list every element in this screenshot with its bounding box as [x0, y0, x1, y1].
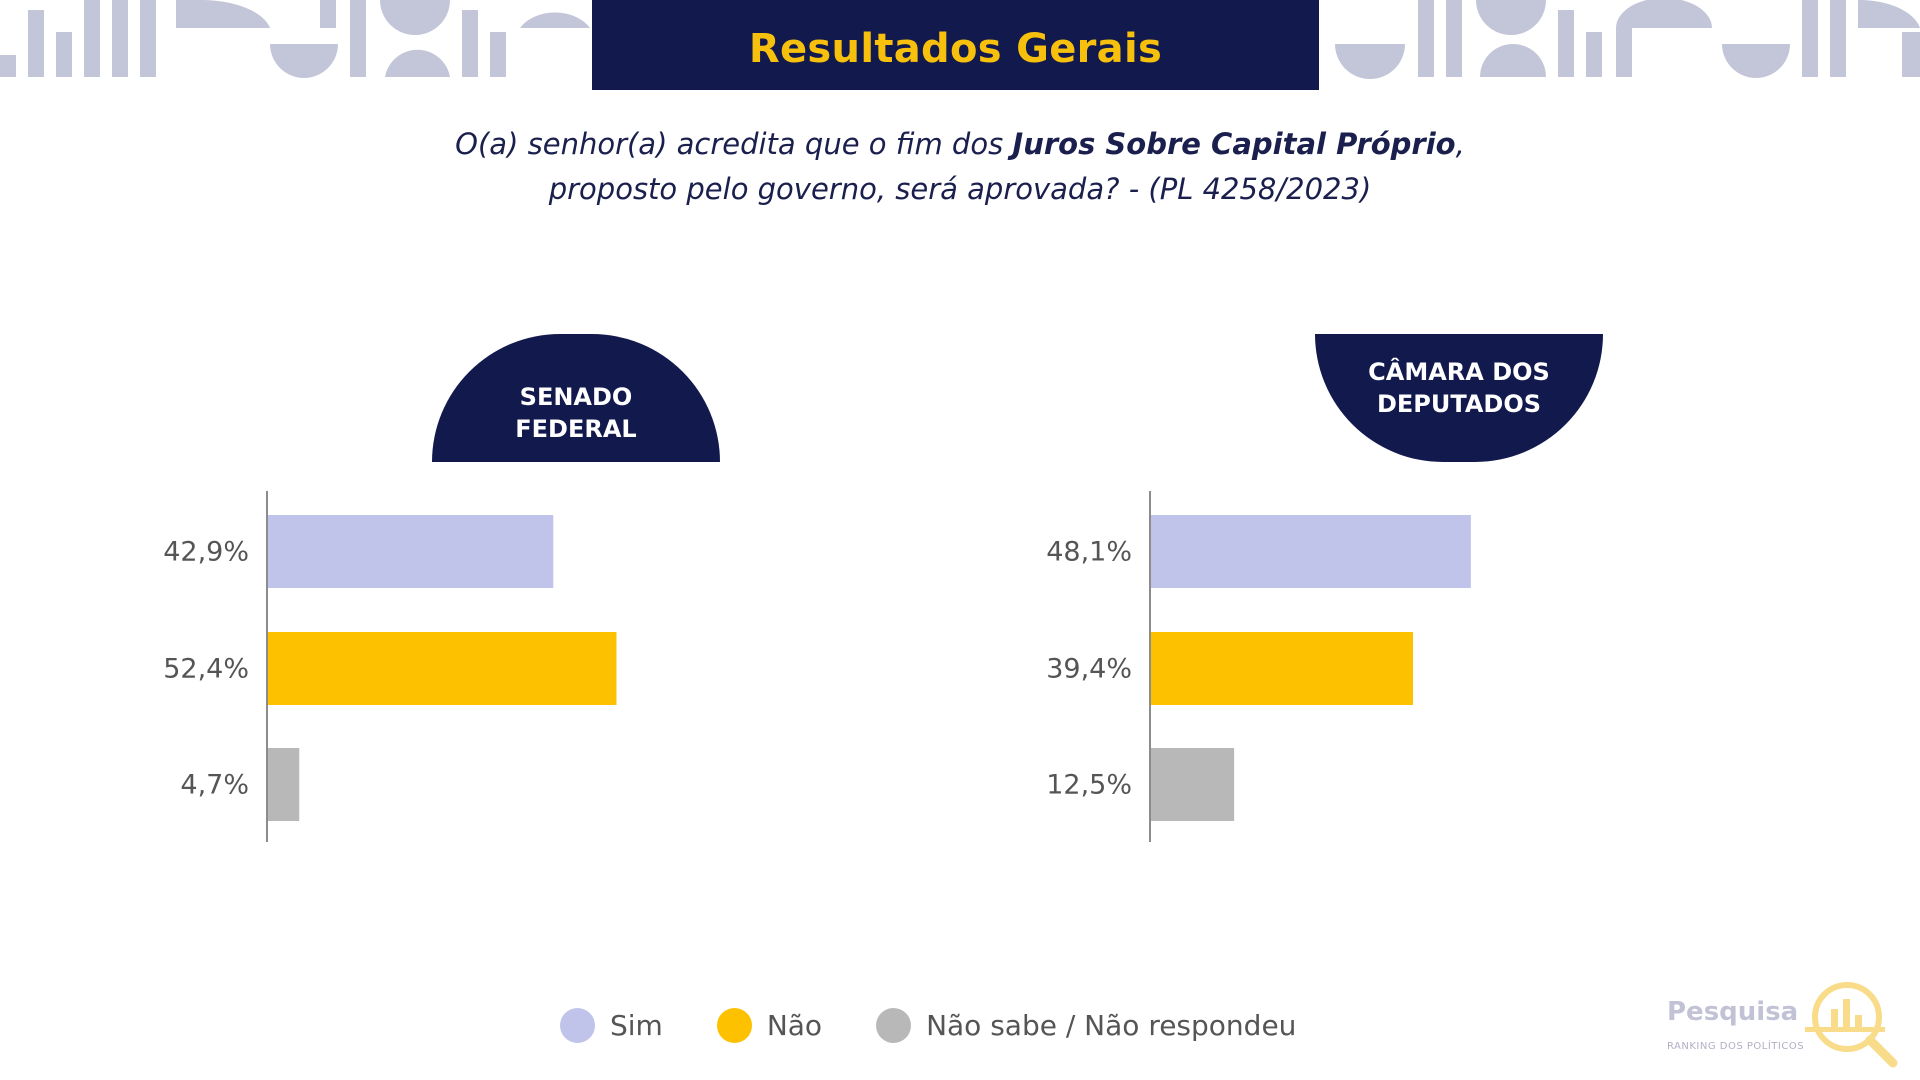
camara-title-line1: CÂMARA DOS: [1368, 358, 1550, 386]
chart-legend: Sim Não Não sabe / Não respondeu: [560, 1003, 1350, 1047]
senado-value-label-nao: 52,4%: [163, 654, 249, 685]
senado-value-label-sim: 42,9%: [163, 537, 249, 568]
senado-title-line2: FEDERAL: [515, 415, 637, 443]
camara-value-label-nao: 39,4%: [1046, 654, 1132, 685]
header-pattern-left: [0, 0, 590, 78]
question-text-line2: proposto pelo governo, será aprovada? - …: [548, 172, 1372, 206]
legend-label-nao: Não: [766, 1008, 823, 1042]
senado-bar-sim: [268, 515, 554, 588]
brand-subtitle: RANKING DOS POLÍTICOS: [1667, 1041, 1805, 1052]
legend-swatch-sim: [560, 1007, 595, 1043]
page-title: Resultados Gerais: [748, 26, 1163, 72]
brand-logo: Pesquisa RANKING DOS POLÍTICOS: [1665, 975, 1905, 1075]
legend-item-nao: Não: [716, 1007, 823, 1043]
title-banner: Resultados Gerais: [592, 0, 1319, 90]
camara-bar-nao: [1151, 632, 1414, 705]
legend-swatch-nao: [716, 1007, 752, 1043]
question-text-part1: O(a) senhor(a) acredita que o fim dos: [455, 127, 1013, 161]
camara-value-label-sim: 48,1%: [1046, 537, 1132, 568]
senado-bar-nao-sabe: [268, 748, 300, 821]
legend-label-nao-sabe: Não sabe / Não respondeu: [926, 1008, 1297, 1042]
legend-item-nao-sabe: Não sabe / Não respondeu: [876, 1007, 1297, 1043]
question-text-part2: ,: [1455, 127, 1465, 161]
legend-item-sim: Sim: [560, 1007, 663, 1043]
survey-question: O(a) senhor(a) acredita que o fim dos Ju…: [260, 122, 1660, 212]
header-pattern-right: [1335, 0, 1920, 79]
senado-value-label-nao-sabe: 4,7%: [180, 770, 249, 801]
camara-value-label-nao-sabe: 12,5%: [1046, 770, 1132, 801]
magnifier-bar-chart-icon: [1805, 982, 1898, 1068]
question-text-bold: Juros Sobre Capital Próprio: [1012, 127, 1456, 161]
legend-label-sim: Sim: [610, 1008, 663, 1042]
senado-bar-nao: [268, 632, 617, 705]
legend-swatch-nao-sabe: [876, 1007, 912, 1043]
senado-title-line1: SENADO: [519, 383, 633, 411]
camara-title-line2: DEPUTADOS: [1376, 390, 1542, 418]
brand-name: Pesquisa: [1667, 997, 1799, 1027]
camara-bar-nao-sabe: [1151, 748, 1235, 821]
camara-bar-sim: [1151, 515, 1471, 588]
